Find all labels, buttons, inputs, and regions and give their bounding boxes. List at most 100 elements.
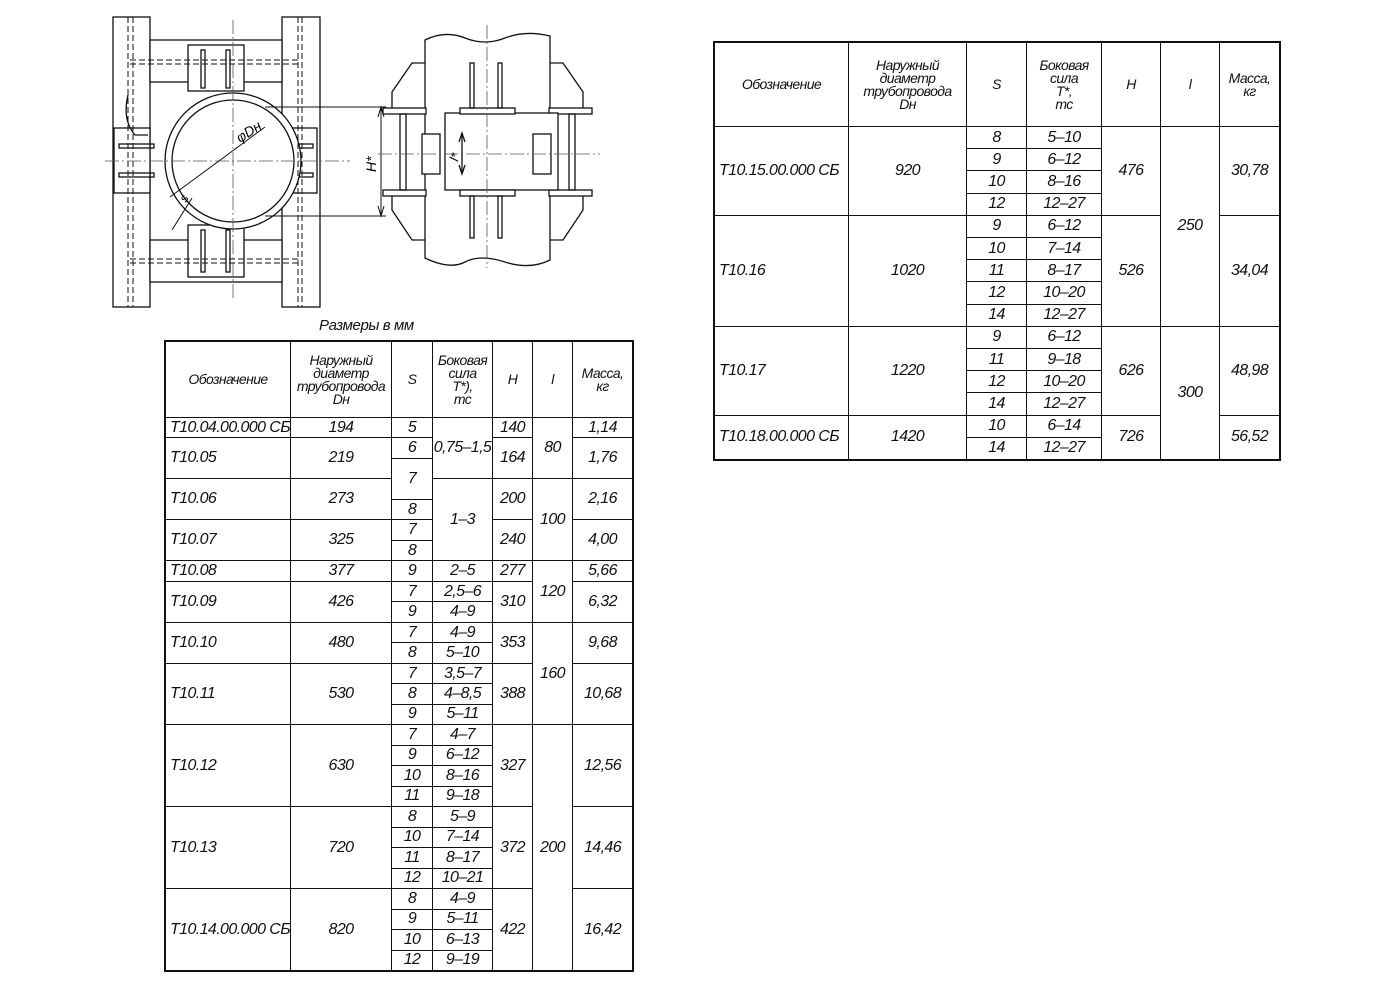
wall-thickness-cell: 8 [391, 806, 433, 828]
outer-diameter-cell: 480 [290, 621, 392, 664]
wall-thickness-cell: 11 [966, 259, 1027, 283]
height-cell: 626 [1101, 325, 1161, 416]
length-cell: 100 [532, 478, 573, 562]
header-mass: Масса, кг [572, 341, 633, 418]
wall-thickness-cell: 8 [966, 126, 1027, 150]
header-line: Dн [899, 95, 916, 112]
side-force-cell: 5–9 [432, 806, 493, 828]
mass-cell: 34,04 [1219, 214, 1280, 327]
mass-cell: 6,32 [572, 580, 633, 623]
wall-thickness-cell: 9 [391, 703, 433, 726]
wall-thickness-cell: 9 [966, 214, 1027, 238]
header-line: Т*), [452, 377, 473, 394]
wall-thickness-cell: 12 [391, 867, 433, 890]
height-cell: 240 [492, 519, 533, 562]
height-cell: 164 [492, 437, 533, 480]
header-line: Наружный [876, 56, 940, 73]
wall-thickness-cell: 10 [391, 765, 433, 787]
wall-thickness-cell: 14 [966, 436, 1027, 460]
wall-thickness-cell: 11 [391, 785, 433, 808]
outer-diameter-cell: 1420 [848, 414, 967, 460]
wall-thickness-cell: 8 [391, 498, 433, 521]
header-line: H [1126, 76, 1136, 92]
wall-thickness-cell: 12 [391, 949, 433, 971]
height-cell: 277 [492, 560, 533, 582]
header-line: Масса, [581, 364, 624, 381]
outer-diameter-cell: 1220 [848, 325, 967, 416]
height-cell: 388 [492, 662, 533, 726]
mass-cell: 1,14 [572, 417, 633, 439]
header-line: S [992, 76, 1001, 92]
mass-cell: 12,56 [572, 724, 633, 808]
height-cell: 310 [492, 580, 533, 623]
side-force-cell: 8–17 [432, 847, 493, 869]
side-force-cell: 7–14 [1026, 237, 1102, 261]
wall-thickness-cell: 11 [966, 348, 1027, 372]
length-cell: 300 [1160, 325, 1220, 460]
outer-diameter-cell: 194 [290, 417, 392, 439]
wall-thickness-cell: 7 [391, 621, 433, 644]
height-cell: 327 [492, 724, 533, 808]
header-line: Боковая [1039, 56, 1089, 73]
mass-cell: 5,66 [572, 560, 633, 582]
header-line: кг [596, 377, 609, 394]
header-height: H [1101, 42, 1161, 127]
mass-cell: 4,00 [572, 519, 633, 562]
header-length: l [1160, 42, 1220, 127]
outer-diameter-cell: 920 [848, 126, 967, 216]
side-force-cell: 4–7 [432, 724, 493, 746]
mass-cell: 14,46 [572, 806, 633, 890]
header-wall-thickness: S [966, 42, 1027, 127]
side-force-cell: 5–10 [432, 642, 493, 664]
header-line: трубопровода [863, 82, 952, 99]
wall-thickness-cell: 11 [391, 847, 433, 869]
wall-thickness-cell: 9 [391, 601, 433, 623]
side-force-cell: 1–3 [432, 478, 493, 562]
side-force-cell: 10–20 [1026, 370, 1102, 394]
header-outer-diameter: Наружный диаметр трубопровода Dн [290, 341, 392, 418]
header-line: l [1188, 76, 1192, 92]
height-cell: 372 [492, 806, 533, 890]
header-line: S [407, 371, 417, 387]
height-label: H* [363, 156, 379, 172]
header-outer-diameter: Наружный диаметр трубопровода Dн [848, 42, 967, 127]
side-force-cell: 5–11 [432, 908, 493, 931]
wall-thickness-cell: 7 [391, 580, 433, 603]
header-designation: Обозначение [165, 341, 291, 418]
side-force-cell: 2–5 [432, 560, 493, 582]
mass-cell: 1,76 [572, 437, 633, 480]
wall-thickness-cell: 12 [966, 281, 1027, 305]
outer-diameter-cell: 273 [290, 478, 392, 521]
header-length: l [532, 341, 573, 418]
header-side-force: Боковая сила Т*), тс [432, 341, 493, 418]
header-line: H [507, 371, 518, 387]
outer-diameter-cell: 820 [290, 888, 392, 971]
wall-thickness-cell: 7 [391, 724, 433, 746]
header-line: трубопровода [296, 377, 386, 394]
header-line: Обозначение [741, 76, 822, 92]
length-cell: 160 [532, 621, 573, 726]
side-force-cell: 9–18 [1026, 348, 1102, 372]
mass-cell: 56,52 [1219, 414, 1280, 460]
designation-cell: Т10.14.00.000 СБ [165, 888, 291, 971]
wall-thickness-cell: 10 [966, 170, 1027, 194]
dimensions-caption: Размеры в мм [319, 317, 414, 334]
designation-cell: Т10.15.00.000 СБ [714, 126, 849, 216]
header-line: Dн [332, 390, 350, 407]
outer-diameter-cell: 426 [290, 580, 392, 623]
height-cell: 200 [492, 478, 533, 521]
designation-cell: Т10.04.00.000 СБ [165, 417, 291, 439]
height-cell: 353 [492, 621, 533, 664]
side-force-cell: 12–27 [1026, 192, 1102, 216]
length-cell: 80 [532, 417, 573, 480]
wall-thickness-cell: 12 [966, 370, 1027, 394]
length-cell: 120 [532, 560, 573, 623]
side-force-cell: 9–18 [432, 785, 493, 808]
side-force-cell: 8–16 [1026, 170, 1102, 194]
designation-cell: Т10.12 [165, 724, 291, 808]
mass-cell: 9,68 [572, 621, 633, 664]
wall-thickness-cell: 10 [966, 237, 1027, 261]
designation-cell: Т10.16 [714, 214, 849, 327]
header-line: диаметр [879, 69, 936, 86]
side-force-cell: 9–19 [432, 949, 493, 971]
